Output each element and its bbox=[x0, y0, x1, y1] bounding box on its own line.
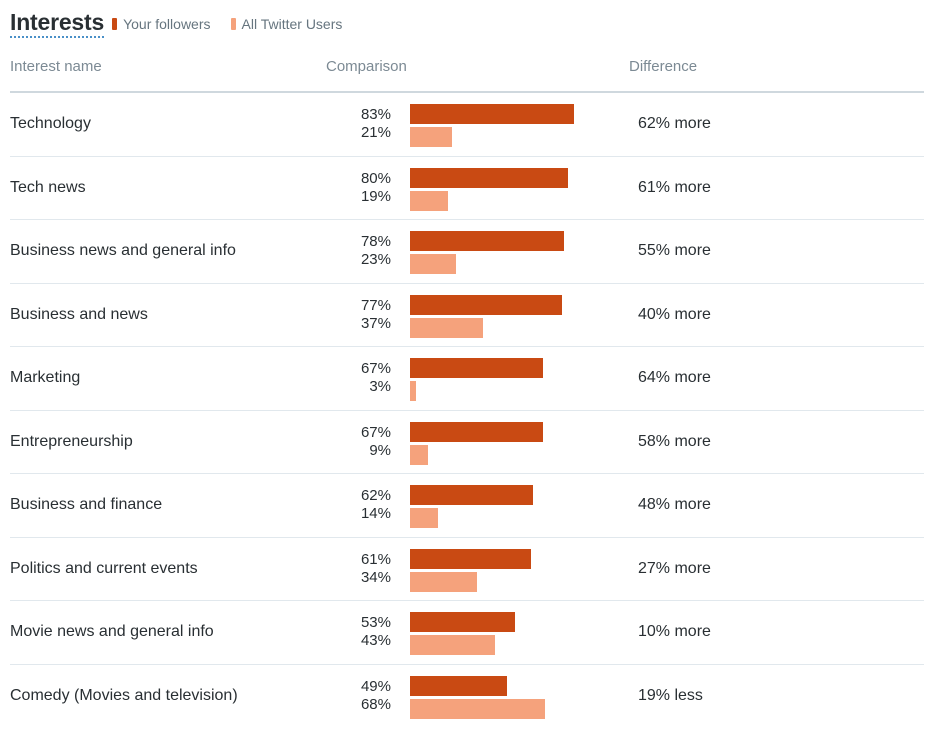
followers-bar bbox=[410, 675, 508, 696]
all-users-percent-label: 37% bbox=[360, 314, 391, 332]
interest-name: Movie news and general info bbox=[10, 623, 214, 641]
followers-percent-label: 67% bbox=[360, 423, 391, 441]
all-users-percent-label: 19% bbox=[360, 187, 391, 205]
column-header-comparison: Comparison bbox=[326, 58, 407, 75]
difference-value: 48% more bbox=[638, 496, 711, 514]
all-users-bar bbox=[410, 444, 428, 465]
legend-label-all-twitter-users: All Twitter Users bbox=[241, 16, 343, 32]
chart-header: Interests Your followers All Twitter Use… bbox=[10, 4, 362, 38]
difference-value: 62% more bbox=[638, 115, 711, 133]
all-users-bar bbox=[410, 508, 438, 528]
followers-bar bbox=[410, 548, 531, 569]
followers-percent-label: 83% bbox=[360, 106, 391, 123]
all-users-bar bbox=[410, 698, 545, 719]
interest-name: Business and finance bbox=[10, 496, 163, 514]
difference-value: 64% more bbox=[638, 369, 711, 387]
followers-bar bbox=[410, 612, 515, 632]
followers-percent-label: 67% bbox=[360, 360, 391, 377]
column-header-difference: Difference bbox=[629, 58, 698, 75]
table-row: Technology 83% 21% 62% more bbox=[10, 93, 924, 157]
followers-percent-label: 62% bbox=[360, 487, 391, 504]
all-users-percent-label: 21% bbox=[360, 124, 391, 141]
followers-percent-label: 61% bbox=[360, 550, 391, 568]
chart-title[interactable]: Interests bbox=[10, 9, 104, 38]
legend-label-your-followers: Your followers bbox=[123, 16, 211, 32]
interest-name: Business news and general info bbox=[10, 242, 236, 260]
all-users-bar bbox=[410, 635, 496, 655]
difference-value: 58% more bbox=[638, 432, 711, 450]
interest-name: Marketing bbox=[10, 369, 81, 387]
all-users-percent-label: 14% bbox=[360, 505, 391, 522]
followers-percent-label: 53% bbox=[360, 614, 391, 631]
followers-bar bbox=[410, 104, 575, 124]
legend-item-all-twitter-users: All Twitter Users bbox=[230, 16, 343, 32]
followers-percent-label: 78% bbox=[360, 233, 391, 250]
followers-bar bbox=[410, 167, 569, 188]
interest-name: Comedy (Movies and television) bbox=[10, 687, 238, 705]
table-row: Business news and general info 78% 23% 55% … bbox=[10, 220, 924, 284]
followers-percent-label: 49% bbox=[360, 677, 391, 695]
difference-value: 27% more bbox=[638, 559, 711, 577]
interest-name: Tech news bbox=[10, 178, 86, 196]
table-row: Politics and current events 61% 34% 27% mor… bbox=[10, 538, 924, 601]
all-users-bar bbox=[410, 127, 452, 147]
all-users-percent-label: 68% bbox=[360, 695, 391, 713]
column-header-interest-name: Interest name bbox=[10, 58, 102, 75]
legend-item-your-followers: Your followers bbox=[112, 16, 211, 32]
legend-swatch-all-twitter-users bbox=[230, 18, 236, 30]
followers-bar bbox=[410, 358, 543, 378]
followers-bar bbox=[410, 421, 543, 442]
table-row: Tech news 80% 19% 61% more bbox=[10, 157, 924, 220]
interest-name: Business and news bbox=[10, 305, 148, 323]
interest-name: Entrepreneurship bbox=[10, 432, 133, 450]
all-users-percent-label: 23% bbox=[360, 251, 391, 268]
followers-bar bbox=[410, 485, 533, 505]
header-divider bbox=[10, 91, 924, 93]
all-users-bar bbox=[410, 317, 484, 338]
interests-table: Technology 83% 21% 62% more Tech news 80% 19% 6… bbox=[10, 93, 924, 728]
interest-name: Politics and current events bbox=[10, 559, 198, 577]
legend: Your followers All Twitter Users bbox=[112, 16, 362, 32]
difference-value: 55% more bbox=[638, 242, 711, 260]
all-users-percent-label: 3% bbox=[369, 378, 391, 395]
all-users-bar bbox=[410, 571, 478, 592]
all-users-bar bbox=[410, 381, 416, 401]
all-users-percent-label: 34% bbox=[360, 568, 391, 586]
legend-swatch-your-followers bbox=[112, 18, 118, 30]
all-users-percent-label: 43% bbox=[360, 632, 391, 649]
table-row: Business and finance 62% 14% 48% more bbox=[10, 474, 924, 538]
interest-name: Technology bbox=[10, 115, 91, 133]
followers-bar bbox=[410, 294, 563, 315]
table-row: Marketing 67% 3% 64% more bbox=[10, 347, 924, 411]
table-row: Business and news 77% 37% 40% more bbox=[10, 284, 924, 347]
difference-value: 19% less bbox=[638, 687, 703, 705]
all-users-bar bbox=[410, 254, 456, 274]
followers-percent-label: 77% bbox=[360, 296, 391, 314]
all-users-percent-label: 9% bbox=[369, 441, 391, 459]
followers-percent-label: 80% bbox=[360, 169, 391, 187]
followers-bar bbox=[410, 231, 565, 251]
table-row: Entrepreneurship 67% 9% 58% more bbox=[10, 411, 924, 474]
table-row: Comedy (Movies and television) 49% 68% 19% … bbox=[10, 665, 924, 729]
difference-value: 10% more bbox=[638, 623, 711, 641]
all-users-bar bbox=[410, 190, 448, 211]
table-row: Movie news and general info 53% 43% 10% mor… bbox=[10, 601, 924, 665]
difference-value: 61% more bbox=[638, 178, 711, 196]
difference-value: 40% more bbox=[638, 305, 711, 323]
